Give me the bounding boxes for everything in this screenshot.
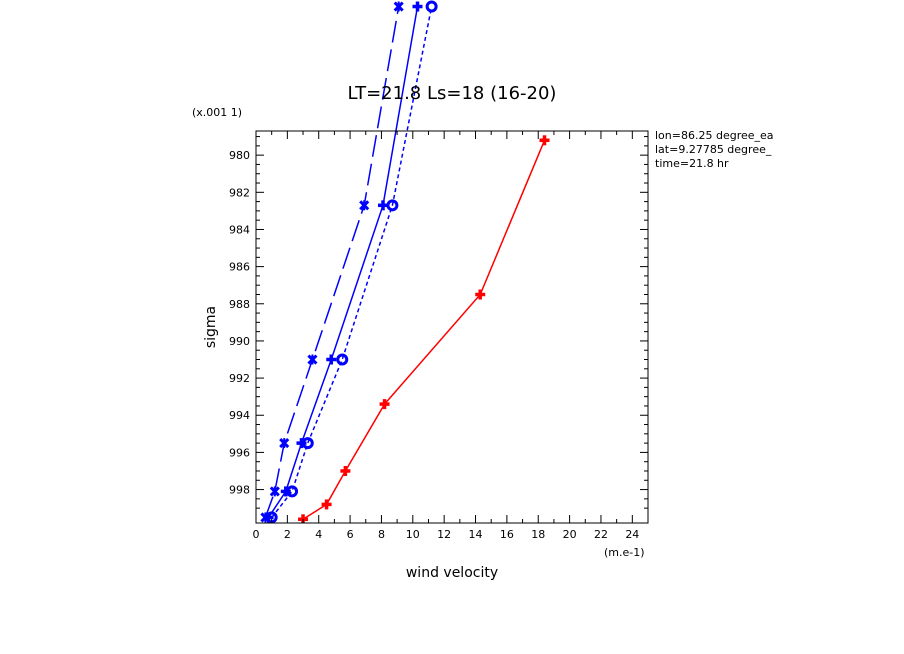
y-tick-label: 982 [229, 186, 250, 199]
info-time: time=21.8 hr [655, 157, 729, 170]
y-tick-label: 996 [229, 446, 250, 459]
data-point [336, 353, 349, 366]
x-tick-label: 10 [406, 528, 420, 541]
data-point [279, 438, 290, 449]
x-tick-label: 24 [625, 528, 639, 541]
data-point [307, 354, 318, 365]
series-layer [260, 0, 550, 523]
x-tick-label: 12 [437, 528, 451, 541]
data-point [475, 289, 486, 300]
data-point [393, 1, 404, 12]
data-point [301, 437, 314, 450]
x-tick-label: 22 [594, 528, 608, 541]
y-tick-label: 994 [229, 409, 250, 422]
axes-layer: 0 2 4 6 8 10 12 14 16 18 20 22 249809829849869889909… [229, 131, 648, 541]
y-tick-label: 980 [229, 149, 250, 162]
chart-title: LT=21.8 Ls=18 (16-20) [348, 83, 557, 104]
data-point [359, 200, 370, 211]
plot-frame [255, 130, 649, 524]
y-tick-label: 988 [229, 298, 250, 311]
data-point [321, 499, 332, 510]
data-point [425, 0, 438, 13]
data-point [269, 486, 280, 497]
series-line-0 [264, 6, 400, 518]
info-lon: lon=86.25 degree_ea [655, 129, 774, 142]
x-axis-title: wind velocity [406, 565, 498, 581]
y-axis-title: sigma [203, 306, 219, 348]
x-tick-label: 18 [531, 528, 545, 541]
x-tick-label: 6 [347, 528, 354, 541]
y-unit-label: (x.001 1) [192, 106, 242, 119]
data-point [378, 200, 389, 211]
data-point [539, 135, 550, 146]
y-tick-label: 984 [229, 223, 250, 236]
data-point [280, 486, 291, 497]
data-point [412, 1, 423, 12]
x-unit-label: (m.e-1) [604, 546, 645, 559]
y-tick-label: 990 [229, 335, 250, 348]
x-tick-label: 14 [469, 528, 483, 541]
labels-layer: LT=21.8 Ls=18 (16-20) (x.001 1) (m.e-1) … [192, 83, 774, 581]
x-tick-label: 2 [284, 528, 291, 541]
y-tick-label: 998 [229, 484, 250, 497]
data-point [386, 199, 399, 212]
data-point [340, 465, 351, 476]
y-tick-label: 986 [229, 261, 250, 274]
x-tick-label: 0 [253, 528, 260, 541]
info-lat: lat=9.27785 degree_ [655, 143, 772, 156]
series-line-3 [302, 140, 546, 520]
series-line-2 [271, 6, 433, 518]
data-point [326, 354, 337, 365]
data-point [296, 438, 307, 449]
data-point [379, 399, 390, 410]
x-tick-label: 4 [315, 528, 322, 541]
data-point [286, 485, 299, 498]
x-tick-label: 16 [500, 528, 514, 541]
x-tick-label: 8 [378, 528, 385, 541]
series-line-1 [267, 6, 419, 518]
x-tick-label: 20 [563, 528, 577, 541]
y-tick-label: 992 [229, 372, 250, 385]
